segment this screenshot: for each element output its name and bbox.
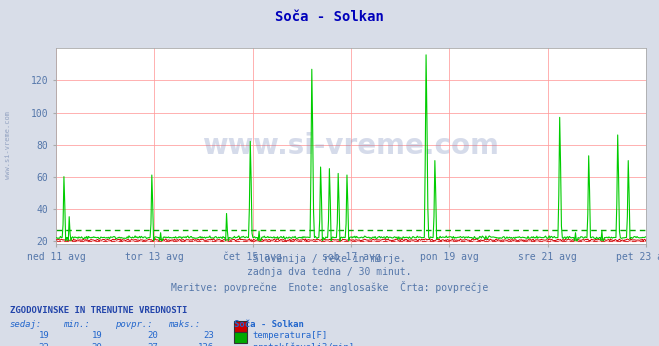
Text: Soča - Solkan: Soča - Solkan (275, 10, 384, 24)
Text: 19: 19 (92, 331, 102, 340)
Text: www.si-vreme.com: www.si-vreme.com (5, 111, 11, 179)
Text: 23: 23 (204, 331, 214, 340)
Text: 136: 136 (198, 343, 214, 346)
Text: 20: 20 (92, 343, 102, 346)
Text: min.:: min.: (63, 320, 90, 329)
Text: pretok[čevelj3/min]: pretok[čevelj3/min] (252, 343, 355, 346)
Text: www.si-vreme.com: www.si-vreme.com (202, 132, 500, 160)
Text: 19: 19 (39, 331, 49, 340)
Text: povpr.:: povpr.: (115, 320, 153, 329)
Text: 20: 20 (148, 331, 158, 340)
Text: Slovenija / reke in morje.: Slovenija / reke in morje. (253, 254, 406, 264)
Text: 22: 22 (39, 343, 49, 346)
Text: Soča - Solkan: Soča - Solkan (234, 320, 304, 329)
Text: ZGODOVINSKE IN TRENUTNE VREDNOSTI: ZGODOVINSKE IN TRENUTNE VREDNOSTI (10, 306, 187, 315)
Text: 27: 27 (148, 343, 158, 346)
Text: zadnja dva tedna / 30 minut.: zadnja dva tedna / 30 minut. (247, 267, 412, 277)
Text: sedaj:: sedaj: (10, 320, 42, 329)
Text: maks.:: maks.: (168, 320, 200, 329)
Text: Meritve: povprečne  Enote: anglosaške  Črta: povprečje: Meritve: povprečne Enote: anglosaške Črt… (171, 281, 488, 293)
Text: temperatura[F]: temperatura[F] (252, 331, 328, 340)
